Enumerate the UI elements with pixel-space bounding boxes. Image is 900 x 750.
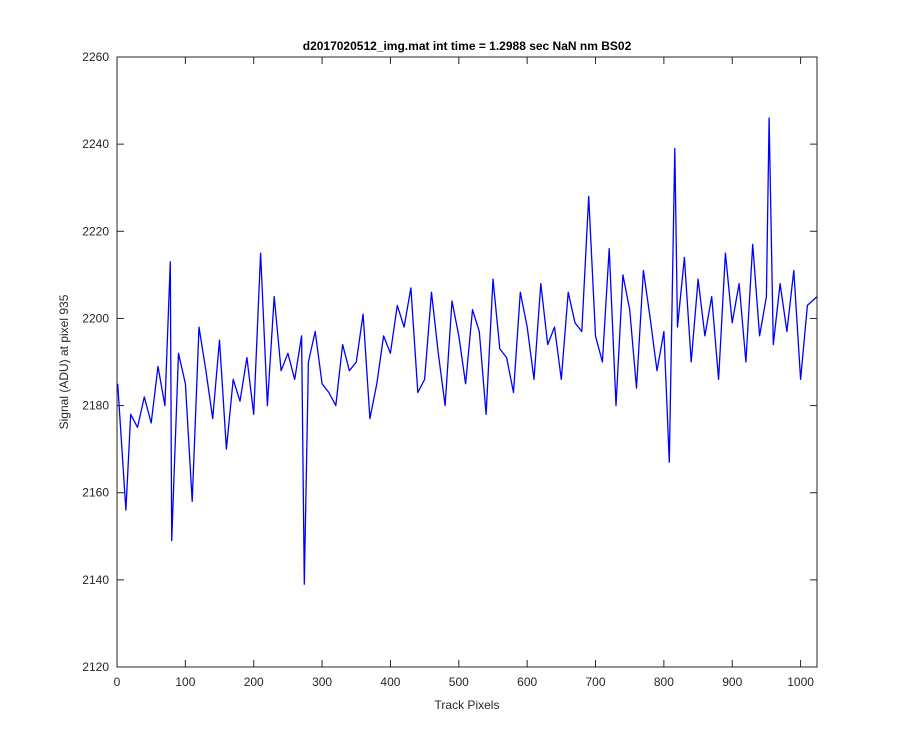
- axis-ticks: [116, 56, 817, 668]
- y-tick-label: 2140: [82, 573, 109, 587]
- y-tick-label: 2160: [82, 486, 109, 500]
- y-tick-label: 2240: [82, 137, 109, 151]
- x-tick-label: 100: [175, 675, 195, 689]
- x-tick-label: 0: [114, 675, 121, 689]
- x-tick-label: 1000: [787, 675, 814, 689]
- x-tick-label: 400: [380, 675, 400, 689]
- y-tick-label: 2180: [82, 399, 109, 413]
- y-tick-label: 2260: [82, 50, 109, 64]
- x-tick-label: 800: [654, 675, 674, 689]
- x-tick-label: 500: [449, 675, 469, 689]
- plot-frame: [116, 56, 818, 668]
- x-axis-label: Track Pixels: [435, 698, 500, 712]
- y-tick-label: 2200: [82, 311, 109, 325]
- x-tick-label: 700: [586, 675, 606, 689]
- y-tick-label: 2220: [82, 224, 109, 238]
- series-line: [117, 117, 818, 585]
- y-axis-label: Signal (ADU) at pixel 935: [57, 294, 71, 429]
- x-tick-label: 600: [517, 675, 537, 689]
- x-tick-label: 300: [312, 675, 332, 689]
- tick-labels: 0 100 200 300 400 500 600 700 800 900 1000 2120 2140…: [82, 50, 814, 689]
- x-tick-label: 900: [722, 675, 742, 689]
- chart-title: d2017020512_img.mat int time = 1.2988 se…: [303, 39, 632, 53]
- y-tick-label: 2120: [82, 660, 109, 674]
- x-tick-label: 200: [244, 675, 264, 689]
